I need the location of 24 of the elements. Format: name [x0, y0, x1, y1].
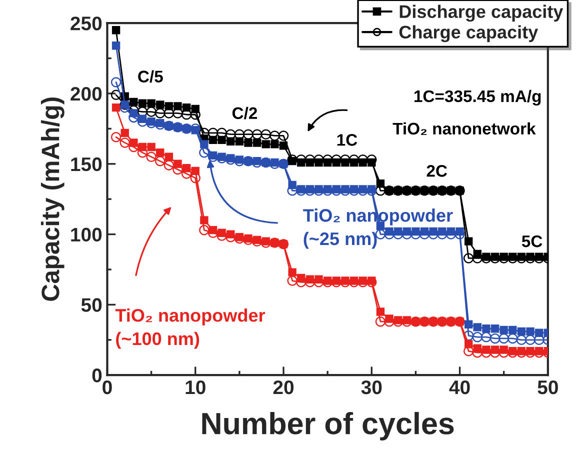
annotation: 1C=335.45 mA/g [414, 90, 541, 106]
y-tick-label: 150 [71, 157, 102, 172]
annotation: 2C [426, 165, 448, 177]
y-tick-label: 0 [92, 368, 102, 382]
legend-label: Charge capacity [399, 25, 538, 42]
x-tick-label: 10 [186, 380, 206, 394]
x-tick-label: 40 [449, 380, 470, 394]
annotation: TiO₂ nanopowder (~100 nm) [115, 308, 266, 349]
x-tick-label: 30 [361, 380, 382, 394]
annotation: TiO₂ nanonetwork [392, 122, 536, 135]
y-tick-label: 200 [70, 86, 102, 101]
annotation: C/5 [138, 70, 163, 83]
annotation: C/2 [232, 106, 258, 120]
y-tick-label: 100 [71, 228, 102, 242]
x-axis-title: Number of cycles [202, 412, 454, 440]
x-tick-label: 20 [273, 380, 294, 394]
y-tick-label: 250 [70, 16, 102, 30]
x-tick-label: 0 [102, 380, 112, 394]
legend-label: Discharge capacity [400, 4, 564, 22]
y-axis-title: Capacity (mAh/g) [40, 98, 64, 301]
y-tick-label: 50 [81, 298, 102, 312]
annotation: 5C [522, 235, 542, 248]
x-tick-label: 50 [538, 380, 558, 394]
annotation: 1C [337, 134, 358, 146]
